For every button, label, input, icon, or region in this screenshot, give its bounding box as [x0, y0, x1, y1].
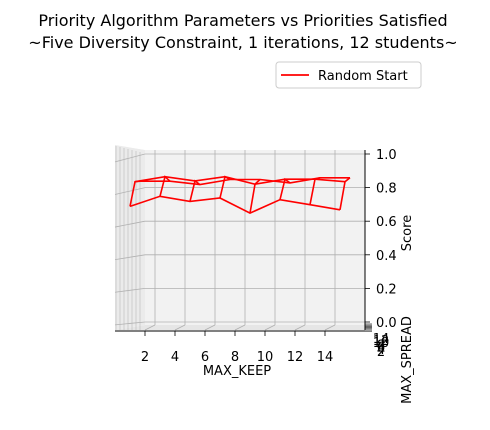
surface-rib: [219, 175, 231, 199]
y-tick-label: 6: [377, 341, 385, 356]
z-tick-label: 0.0: [376, 316, 397, 331]
legend-box: [275, 61, 422, 89]
x-tick-label: 4: [171, 350, 179, 365]
grid-line-floor: [234, 324, 246, 331]
side-pane: [115, 145, 145, 330]
x-tick-label: 2: [141, 350, 149, 365]
grid-line-floor: [294, 324, 306, 331]
surface-rib: [159, 175, 171, 197]
z-tick-label: 0.2: [376, 282, 397, 297]
z-ticks: 0.0 0.2 0.4 0.6 0.8 1.0: [365, 148, 397, 331]
z-tick-label: 0.6: [376, 215, 397, 230]
surface-rib: [279, 177, 291, 200]
chart-title: Priority Algorithm Parameters vs Priorit…: [38, 11, 447, 30]
grid-line-floor: [324, 324, 336, 331]
surface-rib: [189, 179, 201, 202]
z-axis-label: Score: [400, 215, 415, 251]
y-tick-label: 10: [373, 336, 390, 351]
chart-subtitle: ~Five Diversity Constraint, 1 iterations…: [28, 33, 457, 52]
surface-rib: [339, 177, 351, 210]
grid-line-floor: [174, 324, 186, 331]
z-tick-label: 1.0: [376, 148, 397, 163]
y-tick-label: 14: [373, 332, 390, 347]
surface: [129, 175, 351, 214]
surface-line: [134, 175, 346, 186]
y-tick-label: 2: [377, 345, 385, 360]
y-tick-label: 12: [373, 334, 390, 349]
grid-line-floor: [264, 324, 276, 331]
y-tick-label: 8: [377, 338, 385, 353]
surface-rib: [309, 177, 321, 205]
legend: Random Start: [275, 61, 422, 89]
grid-line-floor: [144, 324, 156, 331]
grid-line-floor: [204, 324, 216, 331]
y-tick-label: 4: [377, 343, 385, 358]
z-tick-label: 0.4: [376, 249, 397, 264]
legend-label: Random Start: [318, 69, 408, 84]
x-axis-label: MAX_KEEP: [203, 364, 271, 379]
x-ticks: 2 4 6 8 10 12 14: [141, 331, 333, 365]
x-tick-label: 6: [201, 350, 209, 365]
x-tick-label: 12: [287, 350, 304, 365]
x-tick-label: 14: [317, 350, 334, 365]
surface-rib: [129, 180, 141, 207]
x-tick-label: 10: [257, 350, 274, 365]
y-axis-label: MAX_SPREAD: [400, 316, 415, 404]
x-tick-label: 8: [231, 350, 239, 365]
back-pane: [145, 150, 365, 325]
surface-rib: [249, 178, 261, 214]
z-tick-label: 0.8: [376, 182, 397, 197]
surface-line: [129, 195, 341, 214]
